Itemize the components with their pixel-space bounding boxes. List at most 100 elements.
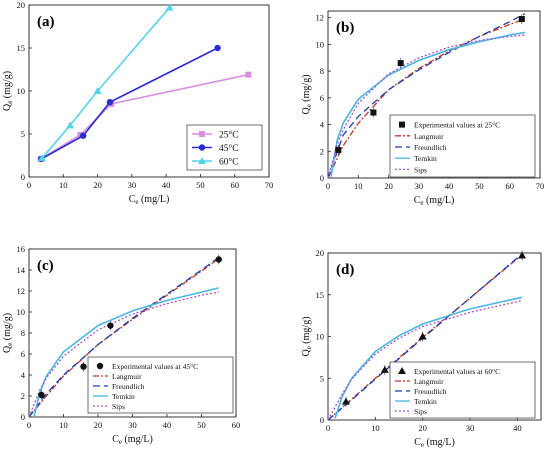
chart-panel-a: 0 10 20 30 40 50 60 70 0 5 10 15 20 Ce (mg/L) Qe (mg/g… [2, 0, 273, 206]
x-axis-label: Ce (mg/L) [129, 194, 170, 206]
x-tick-label: 50 [197, 420, 206, 430]
x-tick-label: 10 [59, 180, 68, 190]
y-tick-label: 0 [21, 412, 25, 422]
legend-entry-points: Experimental values at 60°C [414, 367, 500, 376]
x-tick-label: 0 [326, 423, 330, 433]
series-line-1 [40, 47, 218, 160]
data-point [214, 44, 221, 52]
y-axis-label: Qe (mg/g) [2, 71, 14, 111]
data-point [38, 154, 47, 162]
legend-marker [96, 362, 104, 370]
x-tick-label: 40 [445, 181, 454, 191]
data-point [93, 87, 102, 94]
legend-marker [198, 144, 206, 151]
legend-entry-freundlich: Freundlich [112, 382, 145, 391]
legend-entry-1: 45°C [219, 143, 239, 154]
x-tick-label: 60 [230, 180, 239, 190]
x-tick-label: 70 [265, 180, 274, 190]
y-axis-label: Qe (mg/g) [301, 316, 313, 356]
legend-entry-temkin: Temkin [414, 154, 437, 163]
legend-entry-0: 25°C [219, 130, 239, 141]
data-point [245, 71, 252, 78]
chart-panel-b: 0 10 20 30 40 50 60 70 0 2 4 6 8 10 12 Ce (mg/L) Qe (mg/… [301, 10, 545, 207]
y-tick-label: 2 [320, 146, 324, 156]
data-point [335, 146, 342, 153]
legend-marker [398, 367, 406, 374]
x-axis-label: Ce (mg/L) [112, 434, 153, 446]
x-tick-label: 30 [466, 423, 475, 433]
data-point [215, 256, 222, 263]
fit-curve-sips [28, 291, 219, 418]
data-point [66, 121, 75, 129]
y-axis-label: Qe (mg/g) [301, 74, 313, 114]
x-tick-label: 50 [196, 180, 205, 190]
x-axis-label: Ce (mg/L) [414, 195, 455, 207]
x-axis-label: Ce (mg/L) [414, 437, 455, 449]
legend-entry-sips: Sips [112, 402, 125, 411]
legend-marker [199, 131, 205, 137]
data-point [518, 251, 527, 259]
x-tick-label: 40 [513, 423, 522, 433]
y-tick-label: 0 [320, 173, 324, 183]
data-point [107, 322, 114, 329]
data-point [370, 109, 377, 116]
y-tick-label: 14 [17, 265, 26, 275]
panel-label: (a) [37, 14, 55, 30]
x-tick-label: 30 [415, 181, 424, 191]
legend-marker [198, 157, 206, 164]
y-tick-label: 10 [316, 39, 325, 49]
y-tick-label: 10 [17, 86, 26, 96]
y-tick-label: 5 [21, 129, 25, 139]
legend-entry-temkin: Temkin [414, 397, 437, 406]
chart-panel-c: 0 10 20 30 40 50 60 0 2 4 6 8 10 12 14 16 Ce (mg/L) Qe (m… [2, 244, 240, 446]
x-tick-label: 40 [162, 180, 171, 190]
x-tick-label: 40 [163, 420, 172, 430]
y-tick-label: 12 [316, 13, 325, 23]
y-tick-label: 20 [316, 248, 325, 258]
legend-marker [399, 121, 405, 128]
y-tick-label: 0 [320, 415, 324, 425]
y-tick-label: 15 [316, 290, 325, 300]
data-point [165, 3, 174, 11]
y-tick-label: 6 [320, 93, 324, 103]
data-point [518, 16, 525, 23]
chart-panel-d: 0 10 20 30 40 0 5 10 15 20 Ce (mg/L) Qe (mg/g) (d) Ex… [301, 248, 542, 449]
legend-entry-langmuir: Langmuir [414, 377, 444, 386]
y-tick-label: 5 [320, 373, 324, 383]
legend-box [389, 361, 536, 419]
x-tick-label: 10 [354, 181, 363, 191]
x-tick-label: 60 [505, 181, 514, 191]
plot-frame [327, 10, 541, 179]
y-tick-label: 10 [17, 307, 26, 317]
x-tick-label: 0 [27, 420, 31, 430]
x-tick-label: 70 [536, 181, 545, 191]
legend-entry-freundlich: Freundlich [414, 387, 447, 396]
y-tick-label: 8 [21, 328, 25, 338]
panel-label: (b) [336, 20, 354, 36]
fit-curve-temkin [33, 287, 219, 417]
legend-entry-sips: Sips [414, 407, 427, 416]
y-tick-label: 10 [316, 332, 325, 342]
fit-curve-temkin [334, 296, 523, 419]
y-tick-label: 2 [21, 391, 25, 401]
data-point [79, 132, 87, 139]
fit-curve-langmuir [327, 18, 526, 179]
y-tick-label: 0 [21, 172, 25, 182]
y-tick-label: 15 [17, 43, 26, 53]
legend-entry-freundlich: Freundlich [414, 143, 447, 152]
fit-curve-freundlich [327, 13, 526, 179]
x-tick-label: 0 [27, 180, 31, 190]
fit-curve-sips [327, 34, 525, 179]
y-tick-label: 16 [17, 244, 26, 254]
legend-entry-langmuir: Langmuir [112, 372, 142, 381]
fit-curve-freundlich [28, 256, 220, 418]
legend-entry-temkin: Temkin [112, 392, 135, 401]
y-tick-label: 4 [320, 120, 325, 130]
data-point [106, 98, 114, 106]
data-point [397, 60, 404, 67]
legend-entry-2: 60°C [219, 157, 239, 168]
x-tick-label: 30 [128, 180, 137, 190]
x-tick-label: 10 [59, 420, 68, 430]
data-point [380, 365, 389, 373]
